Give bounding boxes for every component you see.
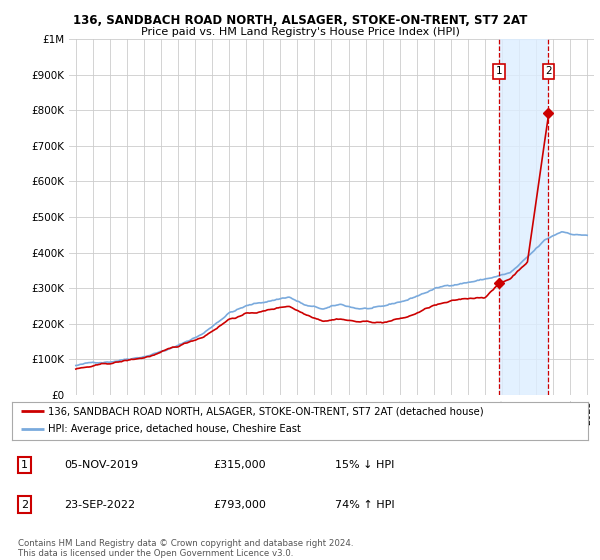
Text: 2: 2 xyxy=(21,500,28,510)
Text: Contains HM Land Registry data © Crown copyright and database right 2024.
This d: Contains HM Land Registry data © Crown c… xyxy=(18,539,353,558)
Text: 15% ↓ HPI: 15% ↓ HPI xyxy=(335,460,394,470)
Text: £315,000: £315,000 xyxy=(214,460,266,470)
Text: £793,000: £793,000 xyxy=(214,500,266,510)
Text: Price paid vs. HM Land Registry's House Price Index (HPI): Price paid vs. HM Land Registry's House … xyxy=(140,27,460,37)
Bar xyxy=(499,39,548,395)
Text: 136, SANDBACH ROAD NORTH, ALSAGER, STOKE-ON-TRENT, ST7 2AT (detached house): 136, SANDBACH ROAD NORTH, ALSAGER, STOKE… xyxy=(48,406,484,416)
Text: 05-NOV-2019: 05-NOV-2019 xyxy=(64,460,138,470)
Text: 2: 2 xyxy=(545,66,552,76)
Text: 23-SEP-2022: 23-SEP-2022 xyxy=(64,500,135,510)
Text: 1: 1 xyxy=(496,66,503,76)
Text: 1: 1 xyxy=(21,460,28,470)
Text: 136, SANDBACH ROAD NORTH, ALSAGER, STOKE-ON-TRENT, ST7 2AT: 136, SANDBACH ROAD NORTH, ALSAGER, STOKE… xyxy=(73,14,527,27)
Text: 74% ↑ HPI: 74% ↑ HPI xyxy=(335,500,394,510)
Text: HPI: Average price, detached house, Cheshire East: HPI: Average price, detached house, Ches… xyxy=(48,424,301,434)
